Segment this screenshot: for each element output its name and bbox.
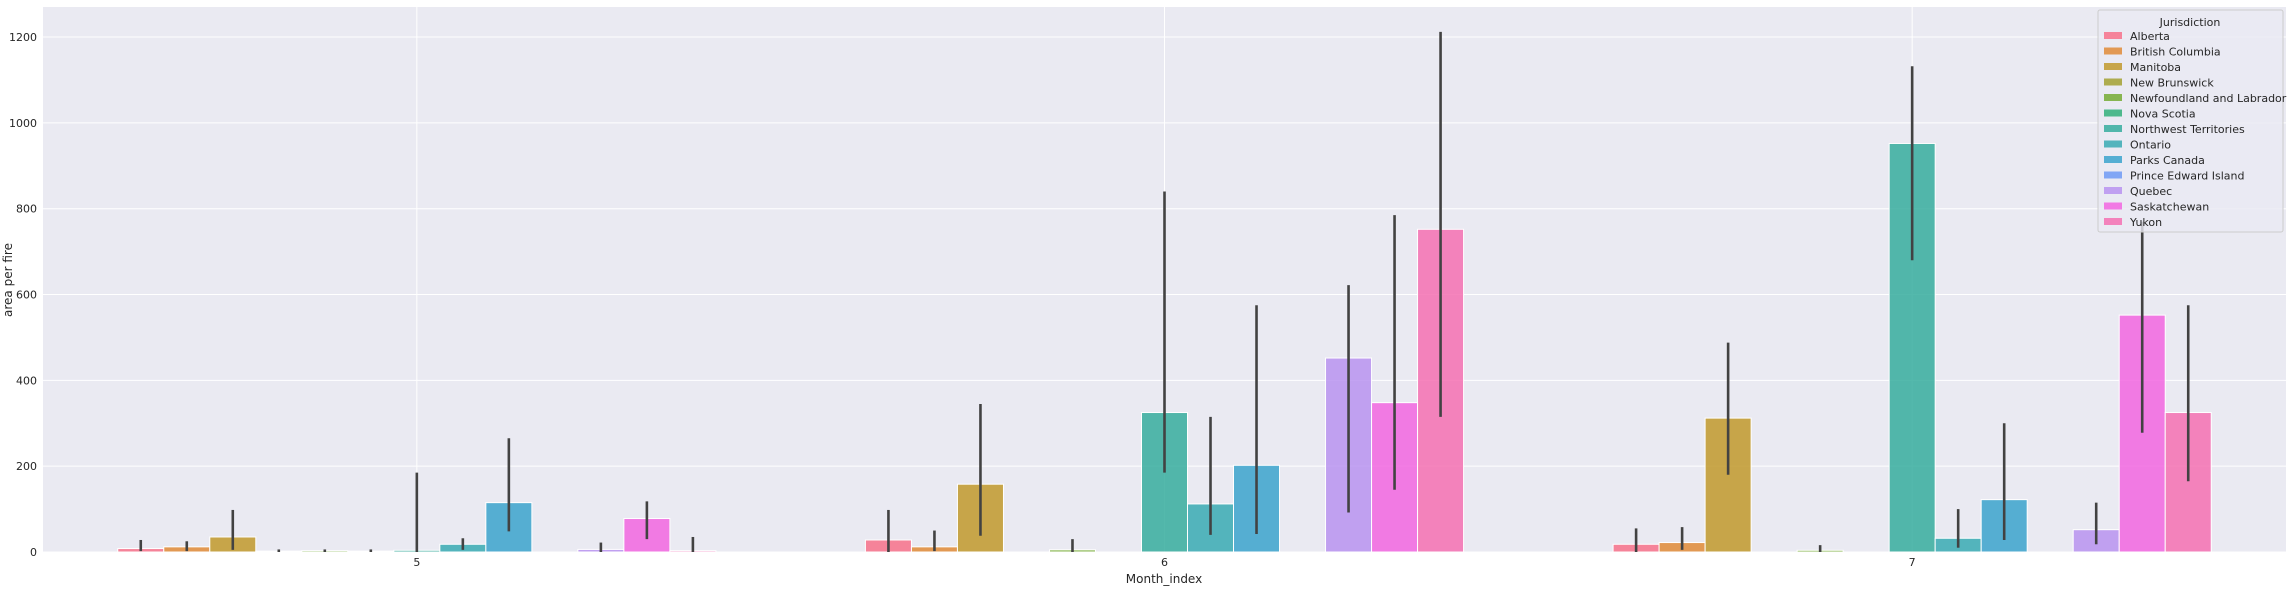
legend-label: Prince Edward Island bbox=[2130, 170, 2245, 183]
legend-swatch bbox=[2104, 63, 2122, 70]
y-tick-label: 1000 bbox=[9, 117, 37, 130]
error-bars bbox=[139, 31, 2190, 552]
legend-label: Northwest Territories bbox=[2130, 123, 2245, 136]
x-tick-label: 7 bbox=[1909, 556, 1916, 569]
legend-swatch bbox=[2104, 156, 2122, 163]
legend-swatch bbox=[2104, 32, 2122, 39]
legend-swatch bbox=[2104, 78, 2122, 86]
y-tick-label: 200 bbox=[16, 460, 37, 473]
legend-label: Manitoba bbox=[2130, 61, 2181, 74]
y-tick-label: 400 bbox=[16, 374, 37, 387]
y-tick-label: 1200 bbox=[9, 31, 37, 44]
legend-title: Jurisdiction bbox=[2159, 16, 2221, 29]
legend-label: Nova Scotia bbox=[2130, 108, 2196, 121]
legend-label: Ontario bbox=[2130, 139, 2171, 152]
legend-swatch bbox=[2104, 94, 2122, 101]
legend-swatch bbox=[2104, 218, 2122, 225]
legend-swatch bbox=[2104, 125, 2122, 132]
legend-label: Parks Canada bbox=[2130, 154, 2205, 167]
legend: Jurisdiction Alberta British Columbia Mani… bbox=[2097, 9, 2287, 233]
legend-label: Yukon bbox=[2129, 216, 2162, 229]
y-tick-label: 0 bbox=[30, 546, 37, 559]
legend-swatch bbox=[2104, 109, 2122, 117]
legend-label: British Columbia bbox=[2130, 46, 2221, 59]
legend-label: Alberta bbox=[2130, 30, 2170, 43]
legend-swatch bbox=[2104, 171, 2122, 179]
legend-label: New Brunswick bbox=[2130, 77, 2214, 90]
x-tick-label: 6 bbox=[1161, 556, 1168, 569]
x-tick-label: 5 bbox=[413, 556, 420, 569]
legend-swatch bbox=[2104, 47, 2122, 55]
y-axis-label: area per fire bbox=[1, 243, 15, 317]
legend-label: Quebec bbox=[2130, 185, 2172, 198]
legend-box bbox=[2097, 9, 2284, 233]
legend-swatch bbox=[2104, 140, 2122, 148]
y-tick-label: 800 bbox=[16, 203, 37, 216]
legend-swatch bbox=[2104, 202, 2122, 210]
x-tick-labels: 5 6 7 bbox=[413, 556, 1915, 569]
legend-swatch bbox=[2104, 187, 2122, 194]
y-tick-label: 600 bbox=[16, 289, 37, 302]
legend-label: Saskatchewan bbox=[2130, 201, 2209, 214]
legend-label: Newfoundland and Labrador bbox=[2130, 92, 2287, 105]
x-axis-label: Month_index bbox=[1126, 572, 1202, 586]
y-tick-labels: 0 200 400 600 800 1000 1200 bbox=[9, 31, 37, 559]
